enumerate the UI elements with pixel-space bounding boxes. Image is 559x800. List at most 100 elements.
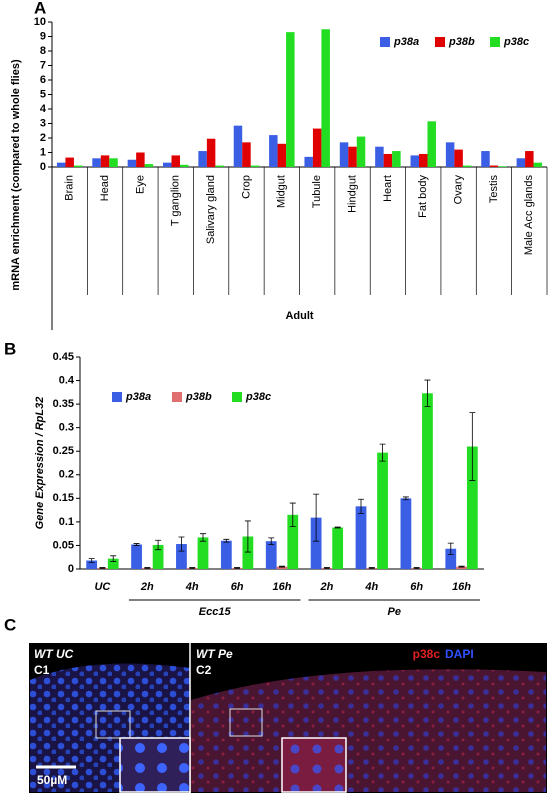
bar [109,158,118,167]
y-tick-label: 0.1 [59,516,74,528]
bar [286,32,295,168]
error-bar [144,567,151,569]
x-tick-label: Fat body [417,175,429,218]
x-tick-label: 16h [452,581,471,593]
error-bar [223,538,230,543]
bar [107,558,119,569]
y-tick-label: 9 [40,30,46,42]
legend-label: p38c [503,36,529,48]
legend-label: p38b [185,391,212,403]
y-tick-label: 2 [40,132,46,144]
y-tick-label: 0.25 [53,445,74,457]
bar [242,536,254,569]
bar [197,537,209,569]
bar [310,517,322,569]
bar [400,498,412,569]
bar [136,152,145,167]
y-axis-title: mRNA enrichment (compared to whole flies… [10,59,22,291]
x-tick-label: 4h [364,581,378,593]
y-tick-label: 10 [34,16,46,28]
bar [377,452,388,569]
image-title: WT Pe [196,647,233,661]
x-tick-label: Heart [382,175,394,202]
bar [100,155,110,167]
x-tick-label: 6h [410,581,423,593]
error-bar [447,542,454,555]
x-tick-label: Eye [134,175,146,194]
bar [456,566,467,569]
x-tick-label: Brain [64,175,76,201]
bar [383,153,393,167]
bar [427,121,436,167]
x-tick-label: 4h [185,581,199,593]
bar [525,151,534,167]
bar [163,162,172,167]
stain-label: DAPI [445,647,474,661]
x-tick-label: Ovary [453,175,465,205]
bar [422,393,433,569]
x-tick-label: Head [99,175,111,201]
bar [277,143,287,167]
error-bar [234,567,241,569]
error-bar [110,555,117,562]
x-tick-label: Midgut [276,175,288,208]
bar [152,544,164,569]
bar [171,155,180,167]
bar [176,544,187,569]
bar [481,151,490,167]
y-tick-label: 0.35 [53,398,74,410]
x-tick-label: 2h [319,581,333,593]
bar [356,136,366,167]
group-label: Adult [285,310,313,322]
group-label: Pe [387,606,400,618]
legend-label: p38b [448,36,475,48]
error-bar [334,526,341,529]
error-bar [424,379,431,407]
scale-label: 50µM [37,773,67,787]
bar [265,541,277,569]
error-bar [289,502,296,527]
error-bar [155,539,162,551]
y-tick-label: 0.2 [59,469,74,481]
error-bar [469,412,476,481]
x-tick-label: Salivary gland [205,175,217,244]
error-bar [279,565,285,568]
y-tick-label: 0 [40,161,46,173]
image-id: C2 [196,663,212,677]
y-tick-label: 8 [40,45,46,57]
bar [419,153,428,167]
legend-label: p38a [125,391,151,403]
legend-swatch [490,37,500,47]
bar [242,142,251,167]
bar [339,142,349,167]
zoom-box [229,708,263,737]
x-tick-label: Testis [488,175,500,204]
bar [287,514,299,569]
bar [355,506,367,569]
error-bar [244,520,251,553]
bar [220,540,232,569]
error-bar [379,443,386,462]
bar [445,548,457,569]
bar [445,142,455,167]
error-bar [413,567,420,569]
error-bar [268,537,275,545]
x-tick-label: 6h [231,581,244,593]
y-tick-label: 0.4 [59,374,75,386]
bar [321,29,330,167]
image-title: WT UC [34,647,74,661]
x-tick-label: 2h [140,581,154,593]
x-tick-label: UC [94,581,111,593]
zoom-box [95,710,131,739]
y-tick-label: 4 [40,103,47,115]
bar [250,165,260,167]
error-bar [313,493,320,542]
x-tick-label: Tubule [311,175,323,208]
legend-swatch [232,392,242,402]
stain-label: p38c [413,647,441,661]
bar [489,165,499,167]
bar [466,446,478,569]
bar [454,149,463,167]
inset [119,737,191,793]
bar [65,157,74,167]
